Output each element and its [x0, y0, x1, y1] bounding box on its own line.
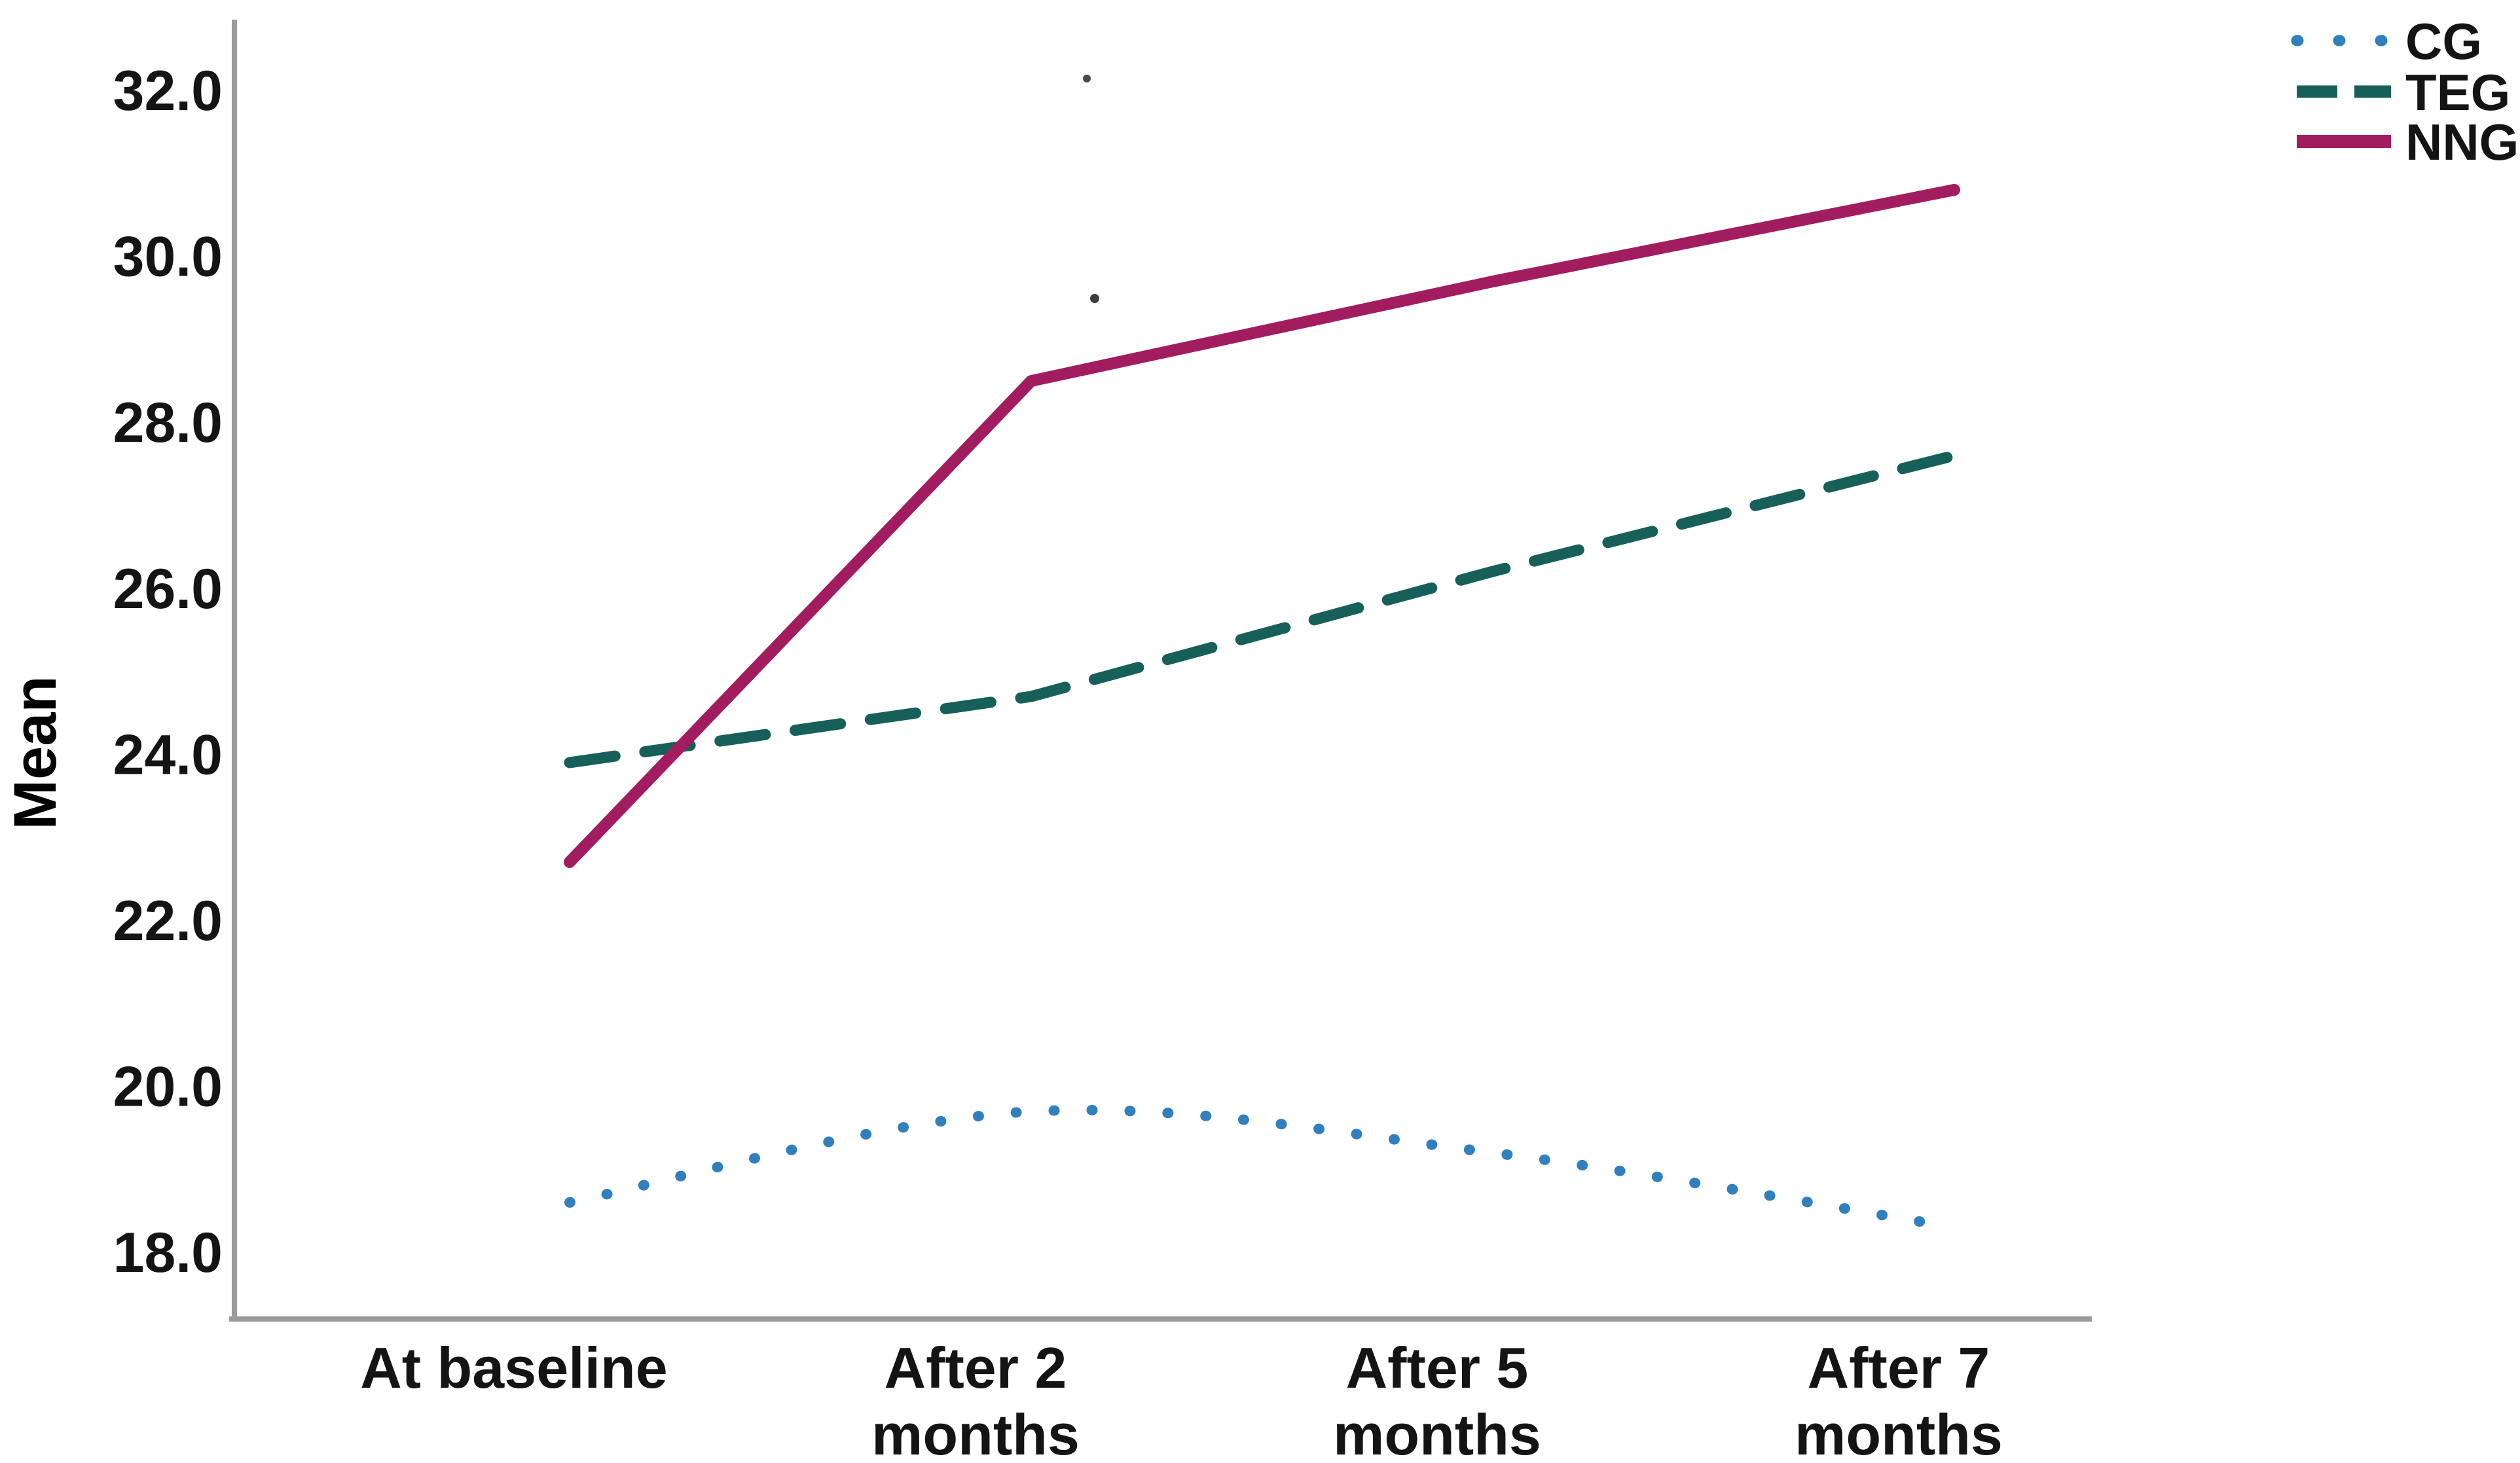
legend-item-TEG: TEG	[2297, 63, 2510, 121]
y-tick-label: 24.0	[113, 723, 223, 786]
svg-text:months: months	[1795, 1402, 2003, 1463]
y-tick-label: 30.0	[113, 226, 223, 289]
series-line-NNG	[564, 184, 1960, 868]
legend-item-CG: CG	[2291, 12, 2482, 70]
legend-label: TEG	[2405, 63, 2510, 121]
series-line-TEG	[564, 450, 1960, 768]
svg-text:months: months	[871, 1402, 1080, 1463]
legend-item-NNG: NNG	[2297, 113, 2519, 171]
svg-text:After 5: After 5	[1346, 1335, 1529, 1400]
axis-lines	[229, 20, 2092, 1322]
y-tick-label: 32.0	[113, 60, 223, 122]
svg-text:After 7: After 7	[1808, 1335, 1990, 1400]
y-tick-label: 22.0	[113, 890, 223, 952]
y-tick-label: 18.0	[113, 1221, 223, 1284]
series-line-CG	[564, 1104, 1960, 1233]
legend-label: CG	[2405, 12, 2482, 70]
svg-text:months: months	[1333, 1402, 1541, 1463]
y-tick-label: 28.0	[113, 391, 223, 454]
series-lines	[564, 184, 1960, 1233]
svg-text:At baseline: At baseline	[360, 1335, 667, 1400]
speck-dot	[1090, 294, 1099, 303]
legend-label: NNG	[2405, 113, 2519, 171]
artifact-specks	[1083, 75, 1099, 303]
svg-text:After 2: After 2	[885, 1335, 1067, 1400]
y-axis-title: Mean	[2, 676, 69, 829]
y-tick-label: 26.0	[113, 558, 223, 621]
y-tick-labels: 18.0 20.0 22.0 24.0 26.0 28.0 30.0 32.0	[113, 60, 223, 1284]
speck-dot	[1083, 75, 1091, 82]
y-tick-label: 20.0	[113, 1056, 223, 1119]
x-category-label: At baseline	[360, 1335, 667, 1400]
